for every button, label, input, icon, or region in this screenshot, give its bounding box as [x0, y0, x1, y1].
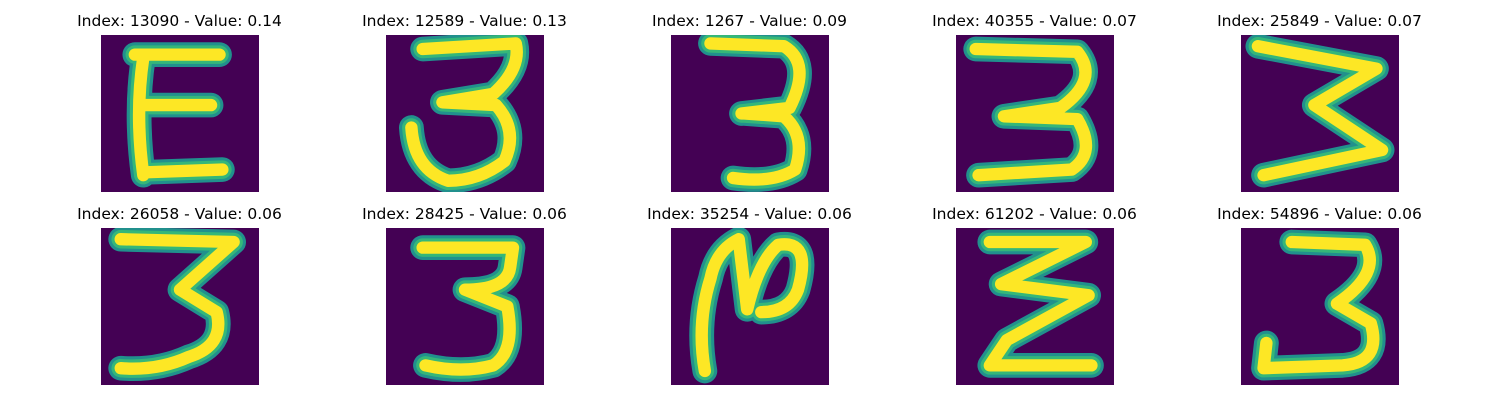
image-panel: Index: 61202 - Value: 0.06	[892, 193, 1177, 385]
panel-title: Index: 12589 - Value: 0.13	[362, 12, 567, 30]
image-panel: Index: 1267 - Value: 0.09	[607, 0, 892, 192]
stroke-core	[704, 37, 806, 186]
image-panel: Index: 13090 - Value: 0.14	[37, 0, 322, 192]
panel-title: Index: 61202 - Value: 0.06	[932, 205, 1137, 223]
image-panel: Index: 35254 - Value: 0.06	[607, 193, 892, 385]
digit-image	[101, 35, 259, 192]
stroke-core	[128, 48, 229, 182]
panel-title: Index: 1267 - Value: 0.09	[652, 12, 847, 30]
digit-image	[101, 228, 259, 385]
stroke-core	[983, 235, 1098, 372]
digit-image	[956, 228, 1114, 385]
stroke-core	[1257, 235, 1380, 375]
digit-image	[956, 35, 1114, 192]
panel-title: Index: 35254 - Value: 0.06	[647, 205, 852, 223]
stroke-core	[405, 37, 523, 187]
panel-title: Index: 26058 - Value: 0.06	[77, 205, 282, 223]
digit-image	[671, 228, 829, 385]
digit-image	[1241, 228, 1399, 385]
stroke-core	[114, 233, 240, 375]
image-panel: Index: 54896 - Value: 0.06	[1177, 193, 1462, 385]
image-panel: Index: 40355 - Value: 0.07	[892, 0, 1177, 192]
stroke-core	[1251, 40, 1389, 182]
panel-title: Index: 13090 - Value: 0.14	[77, 12, 282, 30]
image-panel: Index: 28425 - Value: 0.06	[322, 193, 607, 385]
panel-title: Index: 40355 - Value: 0.07	[932, 12, 1137, 30]
panel-title: Index: 28425 - Value: 0.06	[362, 205, 567, 223]
digit-image	[386, 35, 544, 192]
digit-image	[1241, 35, 1399, 192]
panel-title: Index: 25849 - Value: 0.07	[1217, 12, 1422, 30]
image-panel: Index: 26058 - Value: 0.06	[37, 193, 322, 385]
stroke-core	[695, 233, 809, 378]
image-panel: Index: 25849 - Value: 0.07	[1177, 0, 1462, 192]
digit-image	[386, 228, 544, 385]
digit-image	[671, 35, 829, 192]
image-panel: Index: 12589 - Value: 0.13	[322, 0, 607, 192]
stroke-core	[416, 241, 520, 376]
panel-title: Index: 54896 - Value: 0.06	[1217, 205, 1422, 223]
stroke-core	[969, 42, 1092, 182]
